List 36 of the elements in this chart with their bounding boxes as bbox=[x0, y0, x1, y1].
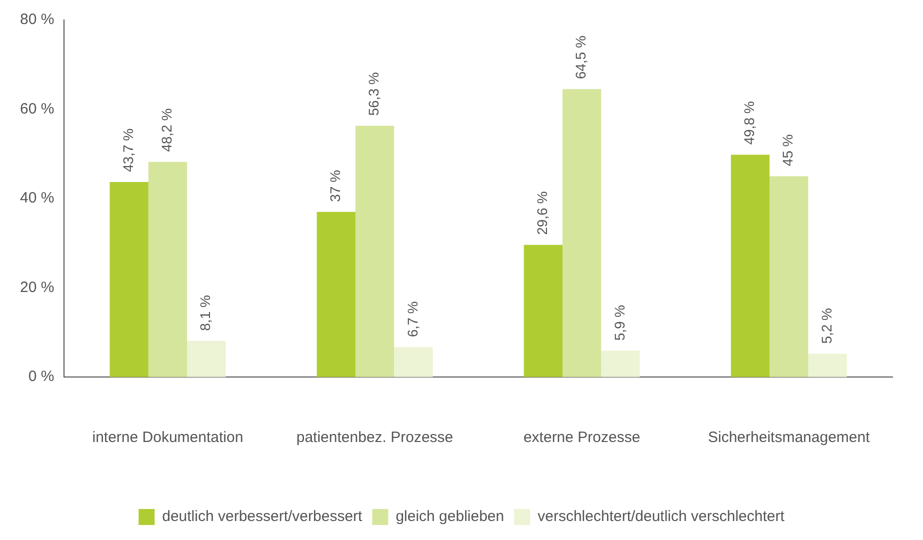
bar bbox=[394, 347, 433, 377]
bar bbox=[562, 89, 602, 377]
data-label: 56,3 % bbox=[366, 72, 382, 116]
data-label: 5,9 % bbox=[611, 304, 628, 341]
x-tick-label: interne Dokumentation bbox=[92, 429, 244, 446]
y-tick-label: 40 % bbox=[20, 190, 54, 207]
data-label: 49,8 % bbox=[741, 101, 758, 145]
bar bbox=[770, 176, 808, 377]
y-tick-label: 20 % bbox=[20, 278, 54, 296]
bar bbox=[187, 340, 226, 377]
legend-label: deutlich verbessert/verbessert bbox=[162, 508, 364, 526]
bar bbox=[110, 182, 148, 377]
legend-label: verschlechtert/deutlich verschlechtert bbox=[538, 508, 786, 526]
bar bbox=[355, 126, 394, 377]
data-label: 6,7 % bbox=[404, 301, 420, 338]
x-tick-label: patientenbez. Prozesse bbox=[296, 429, 454, 446]
x-tick-label: externe Prozesse bbox=[523, 429, 640, 446]
bar bbox=[730, 154, 770, 377]
y-tick-label: 0 % bbox=[28, 368, 54, 386]
bar bbox=[524, 244, 562, 377]
data-label: 48,2 % bbox=[158, 108, 175, 152]
y-tick-label: 80 % bbox=[20, 11, 54, 28]
x-tick-label: Sicherheitsmanagement bbox=[708, 429, 871, 446]
data-label: 37 % bbox=[326, 170, 343, 202]
bar bbox=[316, 212, 356, 377]
bar bbox=[601, 350, 640, 377]
data-label: 29,6 % bbox=[534, 191, 550, 235]
legend-label: gleich geblieben bbox=[396, 508, 504, 526]
data-label: 64,5 % bbox=[572, 36, 589, 80]
data-label: 8,1 % bbox=[197, 295, 214, 331]
data-label: 43,7 % bbox=[120, 128, 136, 172]
y-tick-label: 60 % bbox=[20, 100, 54, 118]
bar bbox=[808, 354, 847, 377]
data-label: 45 % bbox=[780, 134, 796, 166]
bar bbox=[148, 162, 188, 377]
data-label: 5,2 % bbox=[818, 308, 834, 344]
